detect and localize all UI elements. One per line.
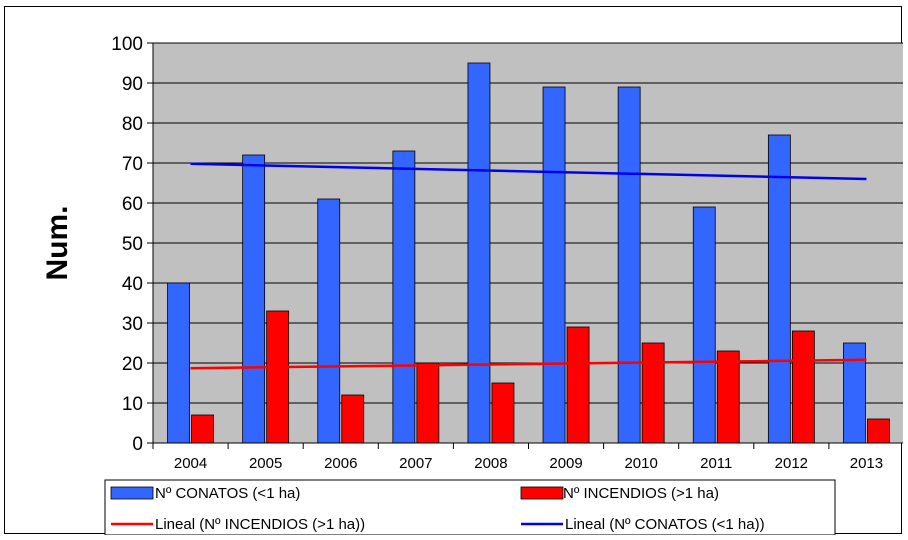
axes: 0 10 20 30 40 50 60 70 80 90 100 2004 2005 2006 2007 20… bbox=[111, 34, 903, 472]
x-tick-label: 2012 bbox=[775, 455, 808, 472]
x-tick-label: 2010 bbox=[624, 455, 657, 472]
y-axis-label: Num. bbox=[41, 206, 74, 281]
y-tick-label: 50 bbox=[122, 234, 143, 255]
legend-label-incendios: Nº INCENDIOS (>1 ha) bbox=[563, 485, 719, 502]
legend-label-conatos: Nº CONATOS (<1 ha) bbox=[155, 485, 300, 502]
bar-series0-2006 bbox=[317, 198, 341, 444]
trendline-0 bbox=[190, 358, 867, 370]
x-tick-label: 2007 bbox=[399, 455, 432, 472]
bar-series0-2009 bbox=[542, 86, 566, 444]
bar-series1-2012 bbox=[791, 330, 815, 444]
bar-series1-2010 bbox=[641, 342, 665, 444]
legend: Nº CONATOS (<1 ha) Nº INCENDIOS (>1 ha) … bbox=[104, 479, 836, 535]
legend-swatch-incendios bbox=[520, 486, 564, 500]
bar-series0-2007 bbox=[392, 150, 416, 444]
x-tick-label: 2006 bbox=[324, 455, 357, 472]
bar-series0-2004 bbox=[167, 282, 190, 444]
chart-svg: 0 10 20 30 40 50 60 70 80 90 100 2004 2005 2006 2007 20… bbox=[41, 34, 903, 535]
y-tick-label: 100 bbox=[111, 34, 143, 55]
legend-box bbox=[104, 479, 836, 535]
x-tick-label: 2009 bbox=[549, 455, 582, 472]
y-tick-label: 10 bbox=[122, 394, 143, 415]
bar-series0-2010 bbox=[617, 86, 641, 444]
x-tick-label: 2005 bbox=[249, 455, 282, 472]
y-tick-label: 90 bbox=[122, 74, 143, 95]
bar-series1-2005 bbox=[266, 310, 290, 444]
x-tick-label: 2013 bbox=[850, 455, 883, 472]
x-tick-label: 2011 bbox=[700, 455, 732, 472]
bar-series1-2008 bbox=[491, 382, 515, 444]
y-tick-label: 60 bbox=[122, 194, 143, 215]
x-tick-label: 2008 bbox=[474, 455, 507, 472]
y-tick-label: 30 bbox=[122, 314, 143, 335]
y-tick-label: 40 bbox=[122, 274, 143, 295]
bar-series0-2011 bbox=[692, 206, 716, 444]
y-tick-label: 20 bbox=[122, 354, 143, 375]
bar-series1-2007 bbox=[416, 362, 440, 444]
bar-series0-2013 bbox=[843, 342, 866, 444]
bar-series0-2005 bbox=[242, 154, 266, 444]
bar-series0-2008 bbox=[467, 62, 491, 444]
y-tick-label: 0 bbox=[132, 434, 143, 455]
legend-label-conatos-trend: Lineal (Nº CONATOS (<1 ha)) bbox=[565, 516, 765, 533]
bar-series0-2012 bbox=[767, 134, 791, 444]
bar-series1-2009 bbox=[566, 326, 590, 444]
bar-series1-2013 bbox=[867, 418, 890, 444]
chart-frame: 0 10 20 30 40 50 60 70 80 90 100 2004 2005 2006 2007 20… bbox=[4, 6, 903, 535]
x-tick-label: 2004 bbox=[174, 455, 207, 472]
trend-lines bbox=[190, 162, 867, 370]
bar-series1-2011 bbox=[716, 350, 740, 444]
bar-series1-2004 bbox=[191, 414, 214, 444]
bar-series1-2006 bbox=[341, 394, 365, 444]
legend-swatch-conatos bbox=[110, 486, 154, 500]
trendline-1 bbox=[190, 162, 867, 181]
y-tick-label: 70 bbox=[122, 154, 143, 175]
legend-label-incendios-trend: Lineal (Nº INCENDIOS (>1 ha)) bbox=[155, 516, 365, 533]
y-tick-label: 80 bbox=[122, 114, 143, 135]
